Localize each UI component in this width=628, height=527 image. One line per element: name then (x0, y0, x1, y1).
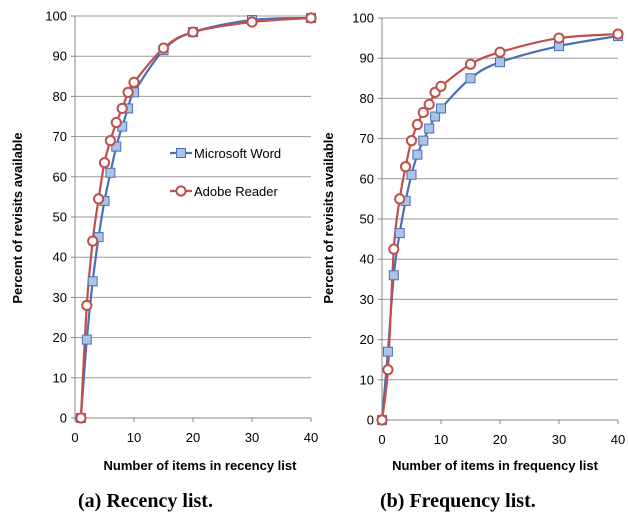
chart-b: 0 10 20 30 40 50 60 70 80 90 100 0 10 20 30 40 Number of… (321, 11, 625, 474)
data-point-adobe-reader (305, 12, 317, 24)
y-tick-label: 20 (360, 332, 374, 347)
y-tick-label: 0 (60, 411, 67, 426)
data-point-microsoft-word (81, 334, 92, 345)
y-tick-label: 50 (360, 212, 374, 227)
data-point-adobe-reader (400, 161, 412, 173)
data-point-adobe-reader (116, 102, 128, 115)
data-point-adobe-reader (382, 364, 394, 376)
x-tick-label: 30 (552, 432, 566, 447)
data-point-microsoft-word (394, 228, 405, 239)
data-point-adobe-reader (104, 135, 117, 147)
y-axis-label: Percent of revisits available (10, 132, 25, 303)
data-point-microsoft-word (382, 346, 393, 357)
legend-label-microsoft-word: Microsoft Word (194, 146, 281, 161)
data-point-adobe-reader (157, 42, 170, 54)
data-point-adobe-reader (75, 412, 87, 424)
y-tick-label: 90 (360, 51, 374, 66)
series-line-adobe-reader (79, 16, 312, 419)
data-point-adobe-reader (612, 28, 624, 40)
y-tick-label: 70 (53, 129, 67, 144)
data-point-microsoft-word (412, 149, 423, 160)
y-tick-label: 100 (352, 11, 374, 26)
y-tick-label: 0 (367, 413, 374, 428)
legend-label-adobe-reader: Adobe Reader (194, 184, 279, 199)
data-point-adobe-reader (187, 26, 199, 38)
data-point-adobe-reader (411, 118, 423, 131)
y-tick-label: 40 (360, 252, 374, 267)
y-tick-label: 50 (53, 210, 67, 225)
chart-a: 0 10 20 30 40 50 60 70 80 90 100 0 10 20 30 40 Number of… (10, 9, 318, 474)
y-tick-label: 60 (53, 169, 67, 184)
data-point-adobe-reader (494, 46, 506, 58)
x-tick-label: 0 (378, 432, 385, 447)
legend-marker-adobe-reader (175, 185, 187, 197)
data-point-adobe-reader (81, 299, 93, 312)
data-point-adobe-reader (435, 80, 447, 92)
data-point-microsoft-word (436, 103, 446, 114)
data-point-microsoft-word (87, 276, 98, 287)
x-axis-label: Number of items in recency list (104, 458, 298, 473)
x-tick-label: 10 (434, 432, 448, 447)
y-tick-label: 40 (53, 250, 67, 265)
data-point-microsoft-word (418, 135, 429, 146)
y-tick-label: 10 (360, 372, 374, 387)
y-tick-label: 80 (360, 91, 374, 106)
legend-marker-microsoft-word (176, 148, 186, 158)
x-tick-label: 0 (71, 430, 78, 445)
y-tick-label: 30 (360, 292, 374, 307)
series-line-microsoft-word (79, 16, 312, 419)
x-tick-label: 40 (304, 430, 318, 445)
data-point-adobe-reader (246, 16, 258, 28)
caption-b: (b) Frequency list. (380, 490, 536, 512)
y-axis-label: Percent of revisits available (321, 132, 336, 303)
caption-a: (a) Recency list. (78, 490, 213, 512)
data-point-microsoft-word (465, 73, 476, 84)
series-line-adobe-reader (380, 32, 619, 421)
x-tick-label: 40 (611, 432, 625, 447)
data-point-microsoft-word (424, 123, 435, 134)
x-tick-label: 10 (127, 430, 141, 445)
data-point-adobe-reader (376, 414, 388, 426)
data-point-adobe-reader (464, 58, 477, 70)
y-tick-label: 70 (360, 131, 374, 146)
y-tick-label: 100 (45, 9, 67, 24)
y-tick-label: 60 (360, 171, 374, 186)
series-line-microsoft-word (380, 35, 619, 421)
y-tick-label: 10 (53, 370, 67, 385)
x-tick-label: 30 (245, 430, 259, 445)
data-point-microsoft-word (495, 57, 505, 68)
data-point-adobe-reader (128, 76, 140, 88)
data-point-adobe-reader (388, 243, 400, 255)
data-point-microsoft-word (105, 167, 116, 178)
data-point-adobe-reader (87, 235, 99, 247)
data-point-adobe-reader (405, 135, 418, 147)
x-axis-label: Number of items in frequency list (392, 458, 599, 473)
data-point-adobe-reader (122, 86, 134, 98)
y-tick-label: 30 (53, 290, 67, 305)
y-tick-label: 80 (53, 89, 67, 104)
data-point-adobe-reader (110, 116, 122, 129)
y-tick-label: 20 (53, 330, 67, 345)
data-point-microsoft-word (388, 270, 399, 281)
data-point-adobe-reader (553, 32, 565, 44)
data-point-microsoft-word (111, 141, 122, 152)
data-point-adobe-reader (93, 193, 105, 205)
data-point-microsoft-word (430, 111, 441, 122)
data-point-adobe-reader (417, 106, 429, 119)
y-tick-label: 90 (53, 49, 67, 64)
data-point-microsoft-word (406, 169, 417, 180)
x-tick-label: 20 (186, 430, 200, 445)
x-tick-label: 20 (493, 432, 507, 447)
data-point-adobe-reader (423, 98, 435, 111)
data-point-adobe-reader (98, 157, 111, 169)
data-point-adobe-reader (394, 193, 406, 205)
